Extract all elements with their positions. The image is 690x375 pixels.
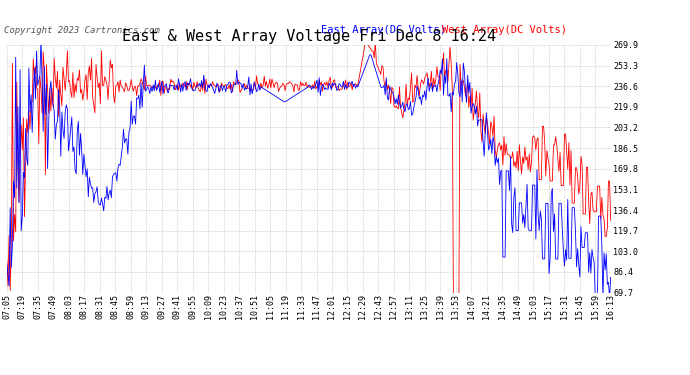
Text: East Array(DC Volts): East Array(DC Volts) [321,25,446,35]
Text: West Array(DC Volts): West Array(DC Volts) [442,25,566,35]
Title: East & West Array Voltage Fri Dec 8 16:24: East & West Array Voltage Fri Dec 8 16:2… [121,29,496,44]
Text: Copyright 2023 Cartronics.com: Copyright 2023 Cartronics.com [4,26,160,35]
